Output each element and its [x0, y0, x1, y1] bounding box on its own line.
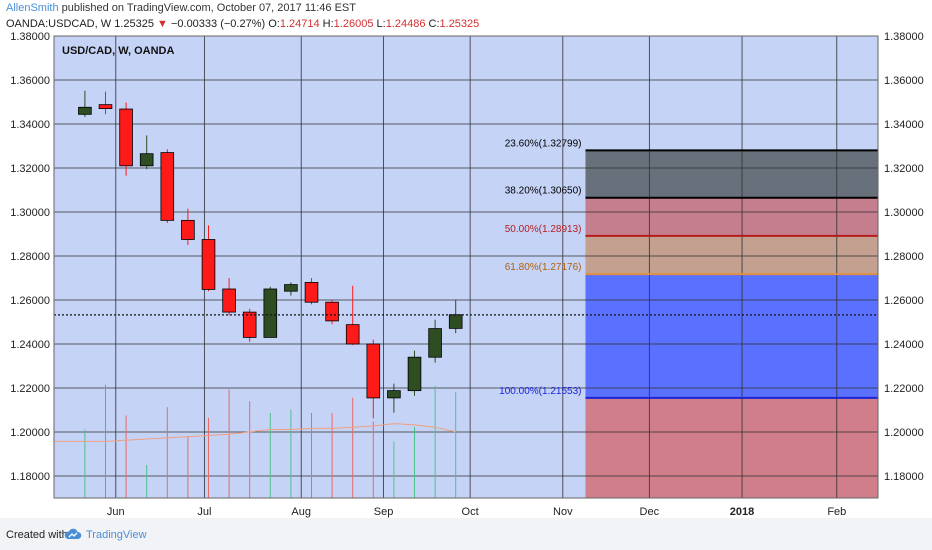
x-tick-label: Dec — [640, 506, 660, 518]
candle-body[interactable] — [407, 356, 422, 392]
candle-body[interactable] — [181, 219, 195, 240]
open-value: 1.24714 — [279, 18, 320, 30]
last-price: 1.25325 — [114, 18, 154, 30]
publish-info: AllenSmith published on TradingView.com,… — [6, 2, 356, 14]
created-with-text: Created with — [6, 529, 68, 541]
y-tick-label-right: 1.26000 — [884, 295, 924, 307]
fib-level-label: 23.60%(1.32799) — [505, 138, 582, 149]
candle-body[interactable] — [78, 106, 92, 115]
close-label: C: — [428, 18, 440, 30]
y-tick-label-right: 1.34000 — [884, 119, 924, 131]
y-tick-label-left: 1.22000 — [10, 383, 50, 395]
close-value: 1.25325 — [439, 18, 480, 30]
open-label: O: — [268, 18, 280, 30]
y-tick-label-left: 1.24000 — [10, 339, 50, 351]
candle-body[interactable] — [366, 343, 381, 399]
x-tick-label: Jul — [197, 506, 211, 518]
plot-border — [53, 35, 879, 499]
y-tick-label-left: 1.34000 — [10, 119, 50, 131]
tradingview-cloud-icon — [64, 528, 82, 539]
x-tick-label: Aug — [291, 506, 311, 518]
footer: Created with TradingView — [0, 518, 932, 550]
high-value: 1.26005 — [333, 18, 374, 30]
x-tick-label: Nov — [553, 506, 573, 518]
candle-body[interactable] — [428, 328, 442, 358]
candle-body[interactable] — [98, 104, 113, 109]
candle-body[interactable] — [325, 301, 339, 322]
fib-zone-2 — [585, 235, 878, 275]
candle-body[interactable] — [263, 288, 278, 338]
author-link[interactable]: AllenSmith — [6, 2, 59, 14]
y-tick-label-left: 1.38000 — [10, 31, 50, 43]
y-tick-label-right: 1.30000 — [884, 207, 924, 219]
symbol-info: OANDA:USDCAD, W 1.25325 ▼ −0.00333 (−0.2… — [6, 18, 479, 30]
fib-level-label: 38.20%(1.30650) — [505, 186, 582, 197]
fib-level-label: 50.00%(1.28913) — [505, 224, 582, 235]
candle-body[interactable] — [160, 152, 175, 221]
y-tick-label-left: 1.36000 — [10, 75, 50, 87]
y-tick-label-left: 1.26000 — [10, 295, 50, 307]
fib-level-label: 100.00%(1.21553) — [499, 386, 581, 397]
y-tick-label-left: 1.32000 — [10, 163, 50, 175]
x-tick-label: Jun — [107, 506, 125, 518]
x-tick-label: Sep — [374, 506, 394, 518]
candle-body[interactable] — [201, 239, 216, 290]
low-value: 1.24486 — [385, 18, 426, 30]
candle-body[interactable] — [119, 108, 133, 167]
fib-level-label: 61.80%(1.27176) — [505, 262, 582, 273]
down-arrow-icon: ▼ — [157, 18, 168, 30]
price-chart[interactable]: 23.60%(1.32799) 38.20%(1.30650) 50.00%(1.2… — [0, 0, 932, 518]
x-tick-label: 2018 — [730, 506, 754, 518]
y-tick-label-left: 1.30000 — [10, 207, 50, 219]
fib-zone-0 — [585, 150, 878, 198]
y-tick-label-left: 1.20000 — [10, 427, 50, 439]
candle-body[interactable] — [242, 311, 257, 338]
x-tick-label: Feb — [827, 506, 846, 518]
candle-body[interactable] — [448, 314, 463, 329]
y-tick-label-right: 1.18000 — [884, 471, 924, 483]
candle-body[interactable] — [222, 288, 236, 313]
high-label: H: — [322, 18, 334, 30]
tradingview-link[interactable]: TradingView — [86, 529, 147, 541]
y-tick-label-right: 1.32000 — [884, 163, 924, 175]
y-tick-label-right: 1.38000 — [884, 31, 924, 43]
candle-body[interactable] — [139, 153, 154, 167]
x-tick-label: Oct — [462, 506, 479, 518]
price-change: −0.00333 (−0.27%) — [170, 18, 266, 30]
candle-body[interactable] — [345, 324, 360, 345]
publish-text: published on TradingView.com, October 07… — [61, 2, 356, 14]
chart-title: USD/CAD, W, OANDA — [62, 45, 175, 57]
y-tick-label-right: 1.24000 — [884, 339, 924, 351]
candle-body[interactable] — [387, 390, 401, 399]
fib-zone-3 — [585, 274, 878, 398]
y-tick-label-right: 1.20000 — [884, 427, 924, 439]
y-tick-label-right: 1.22000 — [884, 383, 924, 395]
y-tick-label-right: 1.28000 — [884, 251, 924, 263]
candle-body[interactable] — [284, 284, 298, 292]
y-tick-label-right: 1.36000 — [884, 75, 924, 87]
fib-zone-4 — [585, 397, 878, 498]
symbol-label: OANDA:USDCAD, W — [6, 18, 112, 30]
fib-zone-1 — [585, 197, 878, 236]
low-label: L: — [376, 18, 386, 30]
y-tick-label-left: 1.28000 — [10, 251, 50, 263]
candle-body[interactable] — [304, 281, 319, 303]
y-tick-label-left: 1.18000 — [10, 471, 50, 483]
volume-ma-line — [54, 423, 456, 442]
